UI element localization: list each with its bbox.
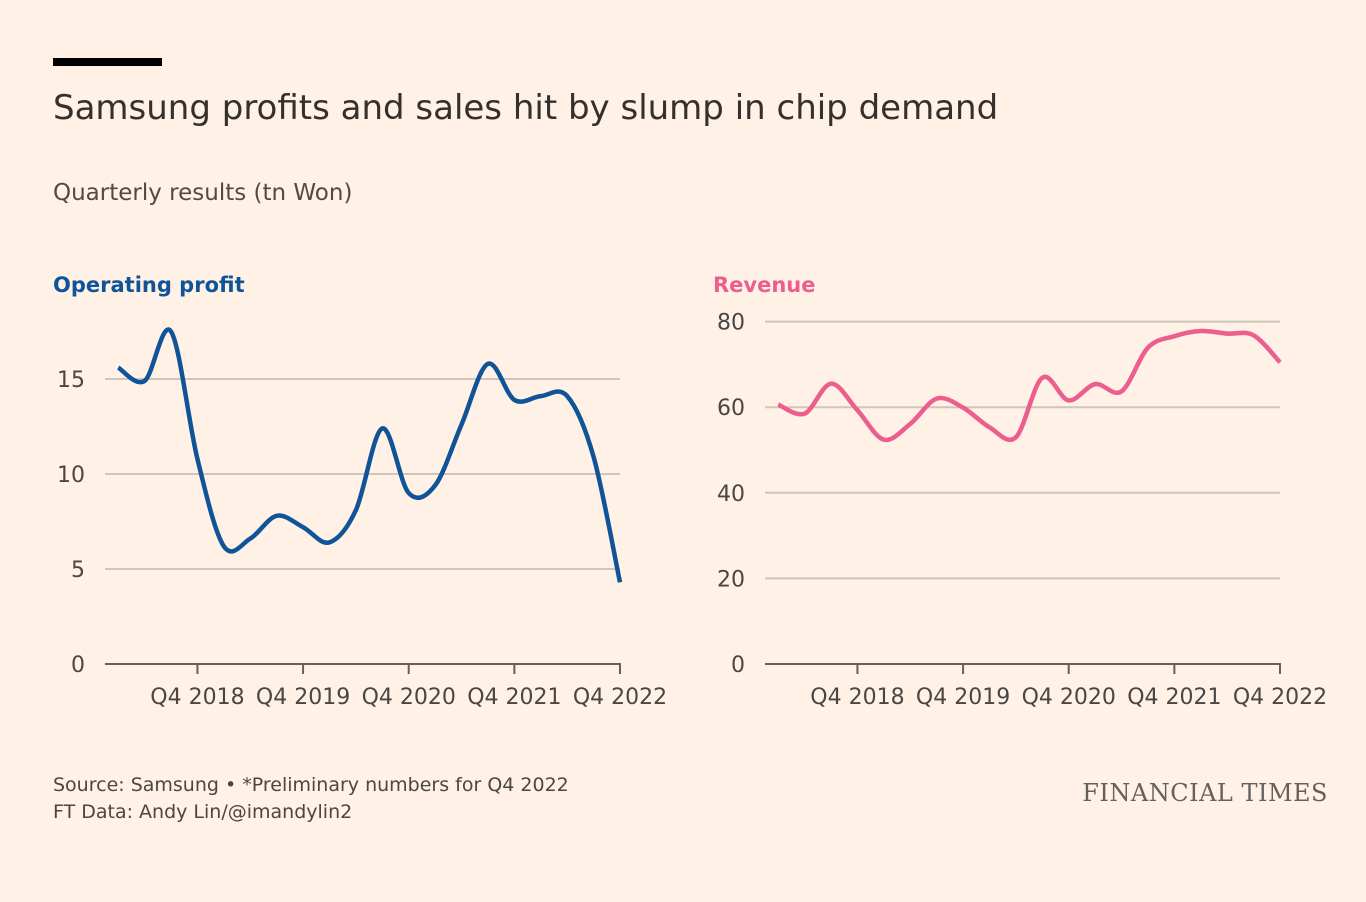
profit-data-point <box>618 580 622 584</box>
revenue-data-point <box>1014 435 1018 439</box>
revenue-data-point <box>1199 329 1203 333</box>
profit-data-point <box>327 540 331 544</box>
revenue-data-point <box>1093 382 1097 386</box>
profit-data-point <box>512 398 516 402</box>
profit-data-point <box>142 379 146 383</box>
revenue-data-point <box>776 402 780 406</box>
footer: Source: Samsung • *Preliminary numbers f… <box>53 772 569 826</box>
profit-x-tick-label: Q4 2019 <box>256 685 350 710</box>
revenue-chart: 0 20 40 60 80 Q4 2018 Q4 2019 Q4 2020 Q4 2021 Q4 … <box>717 311 1327 710</box>
profit-series-line <box>116 327 623 583</box>
profit-y-tick-label: 5 <box>71 558 85 583</box>
revenue-data-point <box>987 425 991 429</box>
revenue-x-tick-label: Q4 2019 <box>916 685 1010 710</box>
profit-data-point <box>275 514 279 518</box>
revenue-data-point <box>882 438 886 442</box>
revenue-data-point <box>1040 376 1044 380</box>
profit-data-point <box>591 455 595 459</box>
revenue-data-point <box>855 408 859 412</box>
profit-x-tick-label: Q4 2022 <box>573 685 667 710</box>
profit-data-point <box>116 365 120 369</box>
profit-chart: 0 5 10 15 Q4 2018 Q4 2019 Q4 2020 Q4 2021 Q4 202… <box>57 327 667 710</box>
profit-data-point <box>169 329 173 333</box>
revenue-y-tick-label: 40 <box>717 482 745 507</box>
revenue-series-line <box>777 328 1282 443</box>
profit-data-point <box>222 544 226 548</box>
chart-subtitle: Quarterly results (tn Won) <box>53 180 353 206</box>
profit-data-point <box>248 536 252 540</box>
source-note: Source: Samsung • *Preliminary numbers f… <box>53 774 569 796</box>
operating-profit-title: Operating profit <box>53 273 245 297</box>
revenue-y-tick-label: 60 <box>717 396 745 421</box>
profit-data-point <box>539 394 543 398</box>
revenue-x-tick-label: Q4 2021 <box>1127 685 1221 710</box>
profit-data-point <box>301 525 305 529</box>
profit-data-point <box>380 426 384 430</box>
profit-data-point <box>486 362 490 366</box>
revenue-data-point <box>1225 331 1229 335</box>
ft-logo: FINANCIAL TIMES <box>1082 779 1328 807</box>
revenue-data-point <box>908 422 912 426</box>
profit-data-point <box>354 508 358 512</box>
revenue-x-tick-label: Q4 2022 <box>1233 685 1327 710</box>
revenue-data-point <box>802 411 806 415</box>
chart-title: Samsung profits and sales hit by slump i… <box>53 88 999 128</box>
profit-y-tick-label: 0 <box>71 653 85 678</box>
revenue-y-tick-label: 80 <box>717 311 745 336</box>
revenue-data-point <box>1119 389 1123 393</box>
revenue-data-point <box>1172 334 1176 338</box>
revenue-data-point <box>1251 333 1255 337</box>
profit-x-tick-label: Q4 2018 <box>150 685 244 710</box>
revenue-data-point <box>935 396 939 400</box>
revenue-data-point <box>1067 398 1071 402</box>
profit-y-tick-label: 10 <box>57 463 85 488</box>
profit-y-tick-label: 15 <box>57 368 85 393</box>
revenue-x-tick-label: Q4 2020 <box>1022 685 1116 710</box>
profit-data-point <box>433 483 437 487</box>
revenue-data-point <box>1278 360 1282 364</box>
profit-data-point <box>195 457 199 461</box>
revenue-data-point <box>1146 346 1150 350</box>
profit-data-point <box>407 491 411 495</box>
revenue-x-tick-label: Q4 2018 <box>810 685 904 710</box>
revenue-data-point <box>829 382 833 386</box>
profit-data-point <box>459 422 463 426</box>
top-accent-bar <box>53 58 162 66</box>
revenue-data-point <box>961 405 965 409</box>
profit-data-point <box>565 394 569 398</box>
credit-note: FT Data: Andy Lin/@imandylin2 <box>53 801 353 823</box>
profit-x-tick-label: Q4 2021 <box>467 685 561 710</box>
revenue-title: Revenue <box>713 273 816 297</box>
profit-x-tick-label: Q4 2020 <box>362 685 456 710</box>
revenue-y-tick-label: 0 <box>731 653 745 678</box>
revenue-y-tick-label: 20 <box>717 567 745 592</box>
